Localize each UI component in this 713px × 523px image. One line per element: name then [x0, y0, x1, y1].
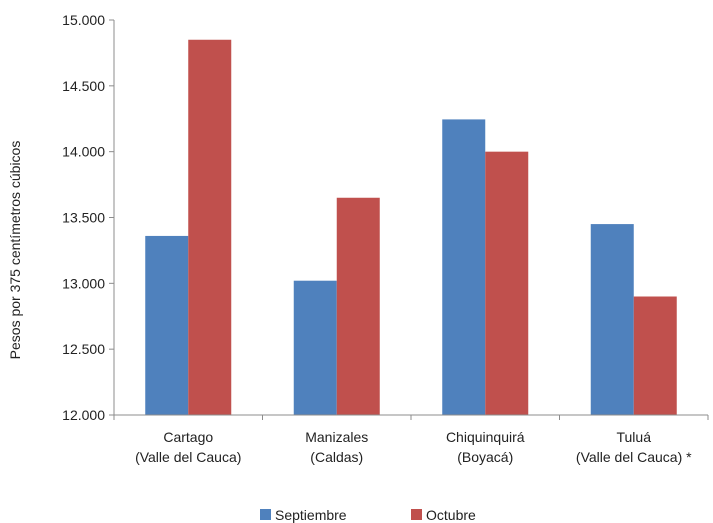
- legend-swatch-octubre: [411, 509, 422, 520]
- y-tick-label: 15.000: [62, 12, 105, 28]
- bar-octubre: [485, 151, 529, 415]
- bar-septiembre: [293, 280, 337, 415]
- x-category-label: (Valle del Cauca): [135, 449, 241, 465]
- x-category-label: Cartago: [163, 429, 213, 445]
- legend-swatch-septiembre: [260, 509, 271, 520]
- y-tick-label: 14.000: [62, 144, 105, 160]
- y-tick-label: 12.500: [62, 341, 105, 357]
- legend-label-septiembre: Septiembre: [275, 507, 347, 523]
- legend-label-octubre: Octubre: [426, 507, 476, 523]
- y-tick-label: 12.000: [62, 407, 105, 423]
- bar-septiembre: [590, 224, 634, 415]
- y-axis-title: Pesos por 375 centímetros cúbicos: [7, 141, 23, 360]
- bar-septiembre: [442, 119, 486, 416]
- bar-octubre: [633, 296, 677, 415]
- y-tick-label: 14.500: [62, 78, 105, 94]
- y-tick-label: 13.000: [62, 275, 105, 291]
- x-category-label: (Valle del Cauca) *: [576, 449, 692, 465]
- bar-octubre: [188, 39, 232, 415]
- bar-septiembre: [145, 235, 189, 415]
- x-category-label: (Boyacá): [457, 449, 513, 465]
- x-category-label: Chiquinquirá: [446, 429, 525, 445]
- bar-octubre: [336, 197, 380, 415]
- x-category-label: (Caldas): [310, 449, 363, 465]
- x-category-label: Tuluá: [616, 429, 651, 445]
- y-tick-label: 13.500: [62, 210, 105, 226]
- x-category-label: Manizales: [305, 429, 368, 445]
